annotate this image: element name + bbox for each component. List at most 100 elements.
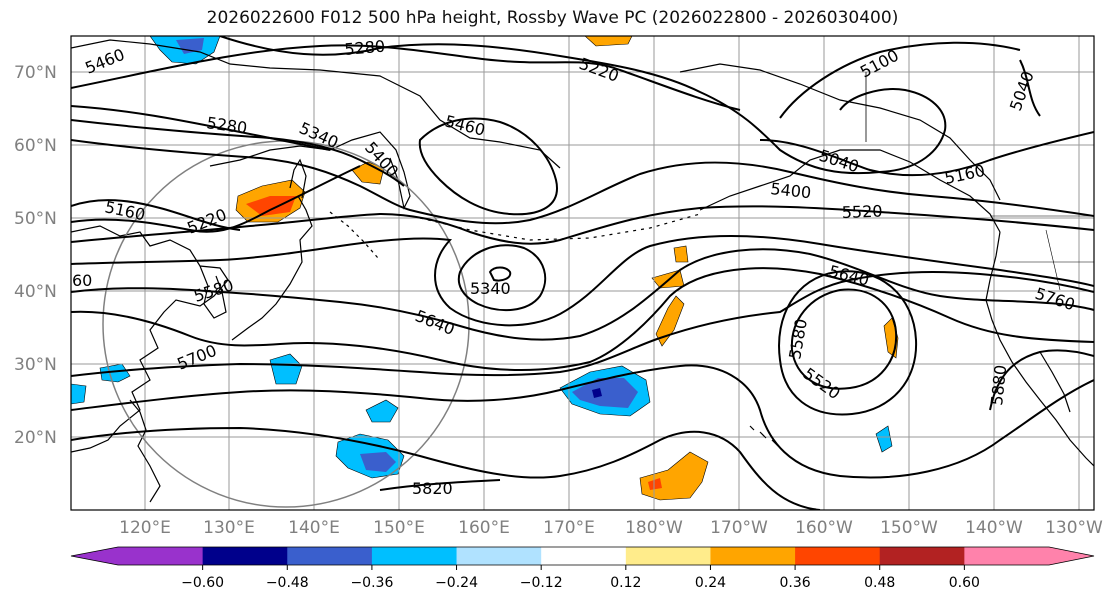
lon-label: 160°E <box>458 518 510 538</box>
contour-label: 5280 <box>344 37 386 59</box>
contour-5580-low <box>778 270 918 416</box>
contour-5340-core <box>488 266 512 282</box>
longitude-labels: 120°E 130°E 140°E 150°E 160°E 170°E 180°… <box>119 518 1103 538</box>
lon-label: 130°E <box>203 518 255 538</box>
lat-label: 70°N <box>14 63 57 83</box>
contour-5880-south <box>379 479 501 491</box>
contour-label: 5520 <box>841 202 882 222</box>
anomaly-negative-philippine-sea <box>269 353 303 385</box>
colorbar-segment <box>456 547 542 565</box>
colorbar-segment <box>287 547 373 565</box>
colorbar-tick-label: 0.12 <box>610 575 641 591</box>
contour-5700 <box>71 267 1094 372</box>
lon-label: 150°E <box>373 518 425 538</box>
colorbar-tick-label: −0.24 <box>435 575 478 591</box>
lon-label: 140°W <box>965 518 1023 538</box>
contour-label: 5400 <box>770 179 812 202</box>
colorbar-tick-label: −0.48 <box>266 575 309 591</box>
colorbar-segment <box>371 547 458 565</box>
colorbar-segment <box>118 547 204 565</box>
colorbar-tick-label: −0.36 <box>350 575 393 591</box>
coastline-alaska <box>679 63 1001 201</box>
colorbar-extend-max <box>1049 547 1094 565</box>
anomaly-positive-north-pacific <box>584 36 633 47</box>
contour-5760 <box>71 271 1094 377</box>
anomaly-negative-hawaii-west-core <box>592 388 602 398</box>
colorbar-segment <box>202 547 288 565</box>
contour-label: 5880 <box>987 364 1010 406</box>
lon-label: 170°E <box>543 518 595 538</box>
coastline-baja <box>1039 351 1071 413</box>
colorbar-tick-label: 0.36 <box>780 575 811 591</box>
lon-label: 150°W <box>880 518 938 538</box>
colorbar-segment <box>964 547 1050 565</box>
contour-5640 <box>71 248 1094 341</box>
contour-5580-west <box>71 235 1094 327</box>
latitude-labels: 70°N 60°N 50°N 40°N 30°N 20°N <box>14 63 57 448</box>
lon-label: 160°W <box>795 518 853 538</box>
contour-label: 5340 <box>470 279 511 298</box>
colorbar-tick-label: 0.60 <box>949 575 980 591</box>
contour-5400-west <box>71 139 1094 225</box>
coastline-north-america-west <box>985 231 1094 467</box>
contour-5520-low <box>790 288 898 390</box>
contour-5340-low <box>457 244 547 312</box>
anomaly-negative-hawaii-west-mid <box>572 378 638 408</box>
anomaly-positive-hawaii-north-2 <box>673 245 689 263</box>
contour-5820 <box>71 364 1094 479</box>
colorbar-tick-label: −0.12 <box>520 575 563 591</box>
colorbar-tick-label: −0.60 <box>181 575 224 591</box>
coastline-sakhalin <box>289 158 307 199</box>
colorbar-tick-label: 0.24 <box>695 575 726 591</box>
lon-label: 140°E <box>288 518 340 538</box>
map-frame <box>70 35 1095 511</box>
coastline-taiwan-philippines <box>129 399 161 503</box>
height-contours <box>71 36 1094 510</box>
contour-5040-east <box>1019 59 1041 117</box>
lat-label: 20°N <box>14 428 57 448</box>
contour-5460-loop <box>418 117 558 216</box>
contour-5280-north <box>219 36 947 175</box>
anomaly-negative-west-pacific-core <box>360 452 396 472</box>
map-title: 2026022600 F012 500 hPa height, Rossby W… <box>206 8 899 28</box>
anomaly-negative-east-asia-coast <box>71 383 87 405</box>
contour-5880-east <box>989 349 1094 411</box>
anomaly-positive-dateline-south-core <box>648 478 662 490</box>
anomaly-negative-hawaii-east <box>875 425 893 453</box>
anomaly-positive-gulf-of-alaska-south <box>655 295 685 347</box>
coastline-canada-borders <box>990 215 1094 291</box>
coastline-kurils <box>329 211 379 259</box>
lon-label: 170°W <box>710 518 768 538</box>
contour-label: 5820 <box>412 479 453 498</box>
colorbar-outline <box>70 546 1095 566</box>
coastline-east-asia <box>71 225 229 453</box>
anomaly-shading <box>71 36 899 501</box>
contour-5160-west <box>71 199 241 231</box>
coastline-japan <box>231 195 313 341</box>
lat-label: 40°N <box>14 282 57 302</box>
contour-5460-north <box>71 44 741 111</box>
coastline-siberia-north <box>71 39 561 169</box>
colorbar-segment <box>541 547 627 565</box>
coastline-alaska-south <box>699 149 1001 233</box>
contour-5520 <box>71 205 1094 245</box>
lon-label: 180°W <box>625 518 683 538</box>
lon-label: 130°W <box>1045 518 1103 538</box>
colorbar-segment <box>625 547 711 565</box>
lon-label: 120°E <box>119 518 171 538</box>
contour-5040-alaska <box>759 131 1094 177</box>
anomaly-negative-marianas <box>365 399 399 423</box>
contour-5280-west <box>71 105 331 151</box>
colorbar-segment <box>710 547 796 565</box>
colorbar: −0.60 −0.48 −0.36 −0.24 −0.12 0.12 0.24 0.36 0.4… <box>70 546 1095 591</box>
anomaly-negative-taiwan <box>99 363 131 383</box>
colorbar-segment <box>795 547 881 565</box>
colorbar-segment <box>879 547 965 565</box>
anomaly-positive-japan-sea-core <box>246 196 296 216</box>
anomaly-negative-siberia-core <box>176 38 204 54</box>
lat-label: 60°N <box>14 136 57 156</box>
colorbar-tick-label: 0.48 <box>864 575 895 591</box>
contour-5880 <box>71 426 821 510</box>
contour-5340-west <box>71 119 405 187</box>
